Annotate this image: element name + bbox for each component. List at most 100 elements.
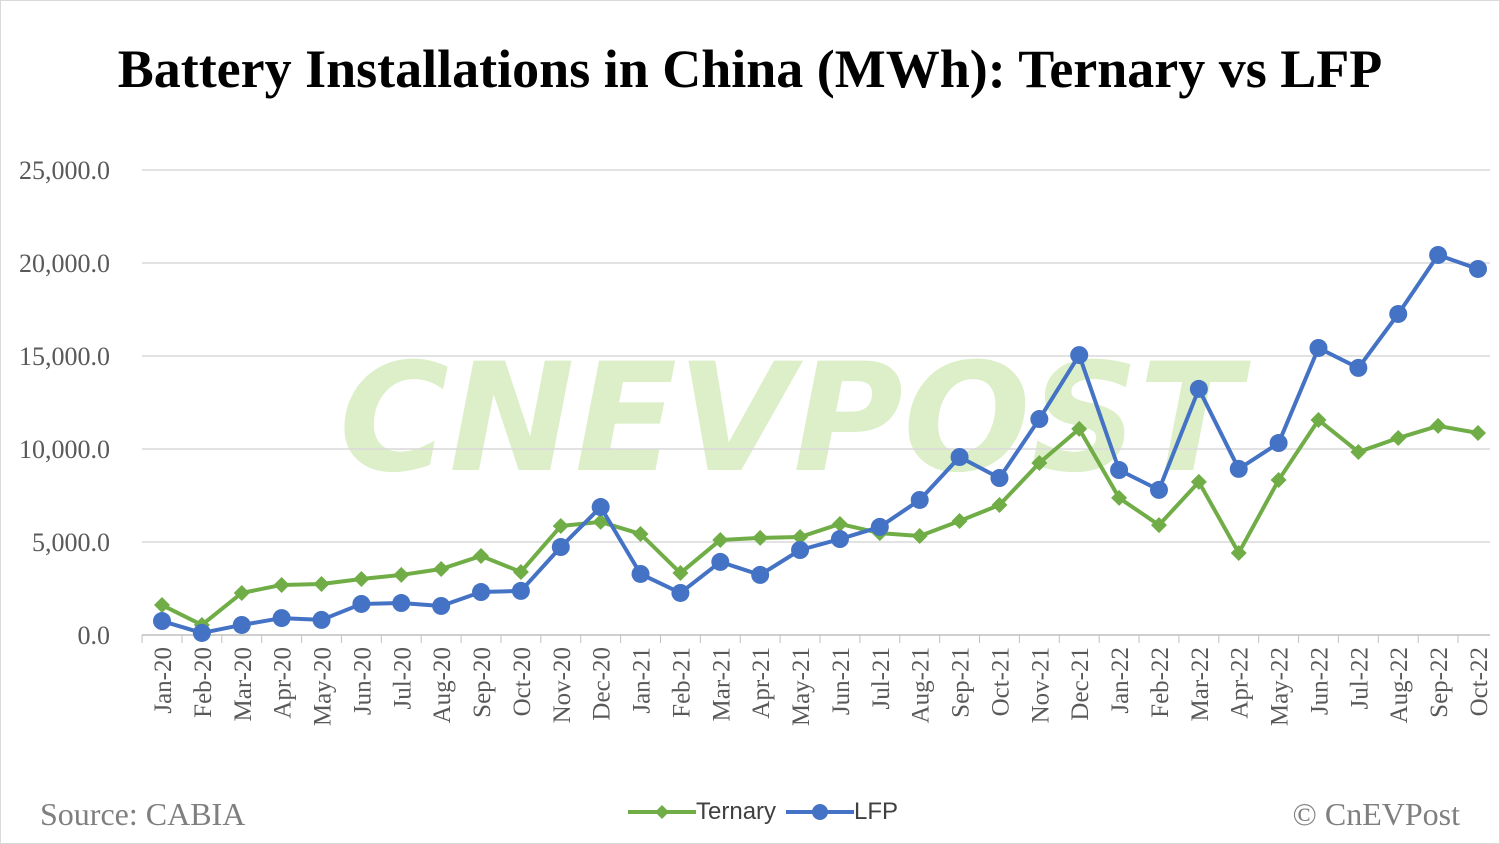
data-point	[512, 563, 529, 580]
data-point	[433, 560, 450, 577]
data-point	[273, 576, 290, 593]
series-lfp	[153, 246, 1487, 642]
x-tick-label: Jun-22	[1306, 647, 1333, 715]
chart-title: Battery Installations in China (MWh): Te…	[117, 39, 1383, 99]
x-tick-label: Apr-21	[748, 647, 775, 719]
data-point	[1270, 472, 1287, 489]
series-line	[161, 417, 1479, 627]
x-tick-label: Mar-22	[1187, 647, 1214, 721]
x-tick-label: Jan-21	[629, 647, 656, 714]
data-point	[1349, 358, 1368, 377]
data-point	[990, 469, 1009, 488]
x-tick-label: May-22	[1267, 647, 1294, 726]
data-point	[472, 583, 491, 602]
x-tick-label: Apr-22	[1227, 647, 1254, 719]
data-point	[1350, 443, 1367, 460]
data-point	[910, 490, 929, 509]
data-point	[671, 583, 690, 602]
data-point	[1269, 434, 1288, 453]
data-point	[272, 609, 291, 628]
x-tick-label: Oct-20	[509, 647, 536, 716]
x-tick-label: Jan-20	[150, 647, 177, 714]
data-point	[1310, 411, 1327, 428]
data-point	[1430, 417, 1447, 434]
data-point	[432, 596, 451, 615]
x-tick-label: Oct-21	[987, 647, 1014, 716]
x-tick-label: Jul-21	[868, 647, 895, 710]
data-point	[831, 515, 848, 532]
x-tick-label: Apr-20	[270, 647, 297, 719]
copyright-note: © CnEVPost	[1292, 796, 1460, 832]
y-tick-label: 20,000.0	[19, 249, 110, 278]
legend-label: LFP	[854, 798, 899, 825]
data-point	[1389, 304, 1408, 323]
data-point	[1190, 473, 1207, 490]
x-tick-label: Nov-21	[1027, 647, 1054, 723]
data-point	[1031, 454, 1048, 471]
data-point	[551, 538, 570, 557]
x-tick-label: Mar-20	[230, 647, 257, 721]
data-point	[552, 518, 569, 535]
x-tick-label: Aug-22	[1386, 647, 1413, 723]
x-tick-label: Sep-21	[948, 647, 975, 718]
data-point	[752, 529, 769, 546]
data-point	[511, 581, 530, 600]
x-tick-label: Dec-20	[589, 647, 616, 721]
x-tick-label: Sep-22	[1426, 647, 1453, 718]
data-point	[153, 612, 171, 631]
data-point	[1030, 410, 1049, 429]
data-point	[313, 576, 330, 593]
legend: Ternary LFP	[628, 798, 908, 826]
data-point	[1429, 246, 1448, 265]
x-tick-label: Jul-20	[389, 647, 416, 710]
x-tick-label: Feb-21	[668, 647, 695, 718]
data-point	[312, 610, 331, 629]
data-point	[1470, 425, 1486, 442]
data-point	[672, 565, 689, 582]
data-point	[1149, 480, 1168, 499]
data-point	[991, 496, 1008, 513]
data-point	[233, 584, 250, 601]
y-tick-label: 15,000.0	[19, 342, 110, 371]
data-point	[632, 526, 649, 543]
x-tick-label: Jun-21	[828, 647, 855, 715]
x-tick-label: Jul-22	[1346, 647, 1373, 710]
legend-item-ternary: Ternary	[628, 798, 776, 826]
legend-item-lfp: LFP	[786, 798, 898, 826]
data-point	[1070, 346, 1089, 365]
data-point	[154, 597, 170, 614]
data-point	[473, 547, 490, 564]
x-tick-label: Mar-21	[708, 647, 735, 721]
legend-label: Ternary	[696, 798, 777, 825]
x-tick-label: Feb-22	[1147, 647, 1174, 718]
data-point	[352, 594, 371, 613]
data-point	[1189, 379, 1208, 398]
x-tick-label: Dec-21	[1067, 647, 1094, 721]
x-tick-label: Oct-22	[1466, 647, 1493, 716]
x-tick-label: Feb-20	[190, 647, 217, 718]
diamond-marker-icon	[628, 805, 696, 819]
x-tick-label: May-21	[788, 647, 815, 726]
data-point	[1150, 517, 1167, 534]
data-point	[1390, 430, 1407, 447]
data-point	[870, 517, 889, 536]
watermark-logo: CNEVPOST	[339, 332, 1252, 506]
data-point	[951, 512, 968, 529]
data-point	[1071, 420, 1088, 437]
x-tick-label: Aug-20	[429, 647, 456, 723]
data-point	[353, 571, 370, 588]
y-tick-label: 0.0	[78, 621, 111, 650]
data-point	[950, 447, 969, 466]
data-point	[192, 623, 211, 642]
x-tick-label: Jun-20	[349, 647, 376, 715]
data-point	[911, 528, 928, 545]
data-point	[830, 530, 849, 549]
data-point	[393, 566, 410, 583]
x-tick-label: Nov-20	[549, 647, 576, 723]
data-point	[592, 513, 609, 530]
data-point	[791, 540, 810, 559]
data-point	[591, 498, 610, 517]
x-tick-label: Jan-22	[1107, 647, 1134, 714]
y-tick-label: 10,000.0	[19, 435, 110, 464]
